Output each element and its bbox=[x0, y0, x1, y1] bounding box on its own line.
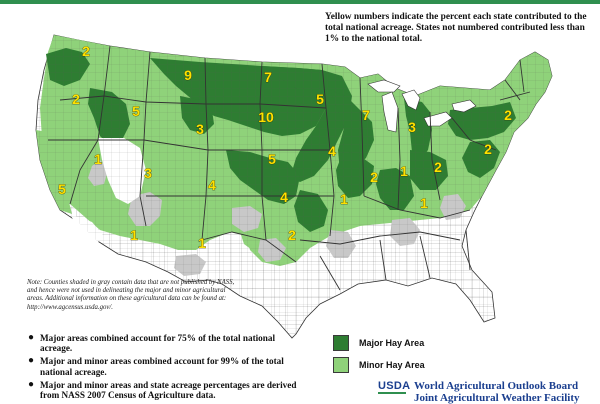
state-percent-label-wi: 7 bbox=[362, 107, 370, 123]
state-percent-label-ky: 1 bbox=[420, 195, 428, 211]
state-percent-label-ne: 5 bbox=[268, 151, 276, 167]
state-border-27 bbox=[519, 59, 525, 93]
org-name-line-1: World Agricultural Outlook Board bbox=[414, 380, 579, 392]
state-border-9 bbox=[139, 139, 147, 227]
state-border-22 bbox=[419, 235, 431, 279]
great-lake-5 bbox=[451, 99, 477, 113]
state-percent-label-oh: 2 bbox=[434, 159, 442, 175]
state-percent-label-wy: 3 bbox=[196, 121, 204, 137]
usda-logo-underline bbox=[378, 392, 406, 394]
state-percent-label-ny: 2 bbox=[504, 107, 512, 123]
state-border-25 bbox=[499, 91, 531, 101]
summary-bullet-1: ● Major areas combined account for 75% of… bbox=[28, 332, 276, 354]
bullet-icon: ● bbox=[28, 332, 35, 343]
state-percent-label-or: 2 bbox=[72, 91, 80, 107]
legend-minor-swatch bbox=[333, 357, 349, 373]
state-border-16 bbox=[429, 111, 441, 201]
summary-bullet-3: ● Major and minor areas and state acreage… bbox=[28, 378, 297, 401]
state-border-20 bbox=[319, 255, 341, 291]
county-lines bbox=[36, 35, 552, 338]
legend-major: Major Hay Area bbox=[333, 335, 425, 351]
usda-logo: USDA bbox=[378, 380, 411, 392]
state-percent-label-nd: 7 bbox=[264, 69, 272, 85]
state-border-8 bbox=[69, 139, 99, 205]
state-percent-label-ia: 4 bbox=[328, 143, 336, 159]
state-border-7 bbox=[48, 139, 330, 151]
state-percent-label-mi: 3 bbox=[408, 119, 416, 135]
state-percent-label-mo: 1 bbox=[340, 191, 348, 207]
state-percent-label-az: 1 bbox=[130, 227, 138, 243]
state-percent-label-pa: 2 bbox=[484, 141, 492, 157]
map-legend: Major Hay Area Minor Hay Area bbox=[333, 335, 425, 379]
state-border-24 bbox=[201, 231, 297, 263]
great-lake-1 bbox=[367, 79, 401, 93]
great-lake-2 bbox=[381, 91, 399, 133]
summary-bullets: ● Major areas combined account for 75% of… bbox=[28, 332, 298, 403]
org-name-line-2: Joint Agricultural Weather Facility bbox=[414, 392, 580, 404]
state-percent-label-id: 5 bbox=[132, 103, 140, 119]
state-border-23 bbox=[465, 229, 471, 271]
state-border-26 bbox=[504, 79, 521, 101]
state-border-17 bbox=[451, 117, 497, 151]
state-percent-label-co: 4 bbox=[208, 177, 216, 193]
state-border-15 bbox=[397, 107, 401, 211]
state-percent-label-ut: 3 bbox=[144, 165, 152, 181]
percent-explanation-note: Yellow numbers indicate the percent each… bbox=[325, 12, 587, 45]
state-percent-label-nv: 1 bbox=[94, 151, 102, 167]
state-percent-label-in: 1 bbox=[400, 163, 408, 179]
state-borders bbox=[48, 45, 531, 291]
header-bar bbox=[0, 0, 600, 4]
state-percent-label-ca: 5 bbox=[58, 181, 66, 197]
gray-county-note: Note: Counties shaded in gray contain da… bbox=[27, 279, 235, 311]
state-percent-label-wa: 2 bbox=[82, 43, 90, 59]
state-border-6 bbox=[59, 95, 327, 109]
county-shading-layer bbox=[35, 34, 553, 339]
great-lake-4 bbox=[423, 111, 453, 127]
state-percent-label-ok: 2 bbox=[288, 227, 296, 243]
state-border-14 bbox=[359, 77, 365, 197]
state-percent-label-ks: 4 bbox=[280, 189, 288, 205]
state-percent-label-il: 2 bbox=[370, 169, 378, 185]
great-lake-3 bbox=[401, 89, 421, 111]
bullet-icon: ● bbox=[28, 378, 35, 390]
state-border-21 bbox=[379, 239, 387, 281]
legend-minor: Minor Hay Area bbox=[333, 357, 425, 373]
legend-major-swatch bbox=[333, 335, 349, 351]
bullet-icon: ● bbox=[28, 355, 35, 367]
state-percent-label-mt: 9 bbox=[184, 67, 192, 83]
state-border-18 bbox=[363, 195, 471, 219]
state-percent-label-sd: 10 bbox=[258, 109, 274, 125]
state-border-19 bbox=[299, 231, 461, 245]
summary-bullet-2: ● Major and minor areas combined account … bbox=[28, 355, 284, 377]
state-percent-label-mn: 5 bbox=[316, 91, 324, 107]
state-percent-label-nm: 1 bbox=[198, 235, 206, 251]
